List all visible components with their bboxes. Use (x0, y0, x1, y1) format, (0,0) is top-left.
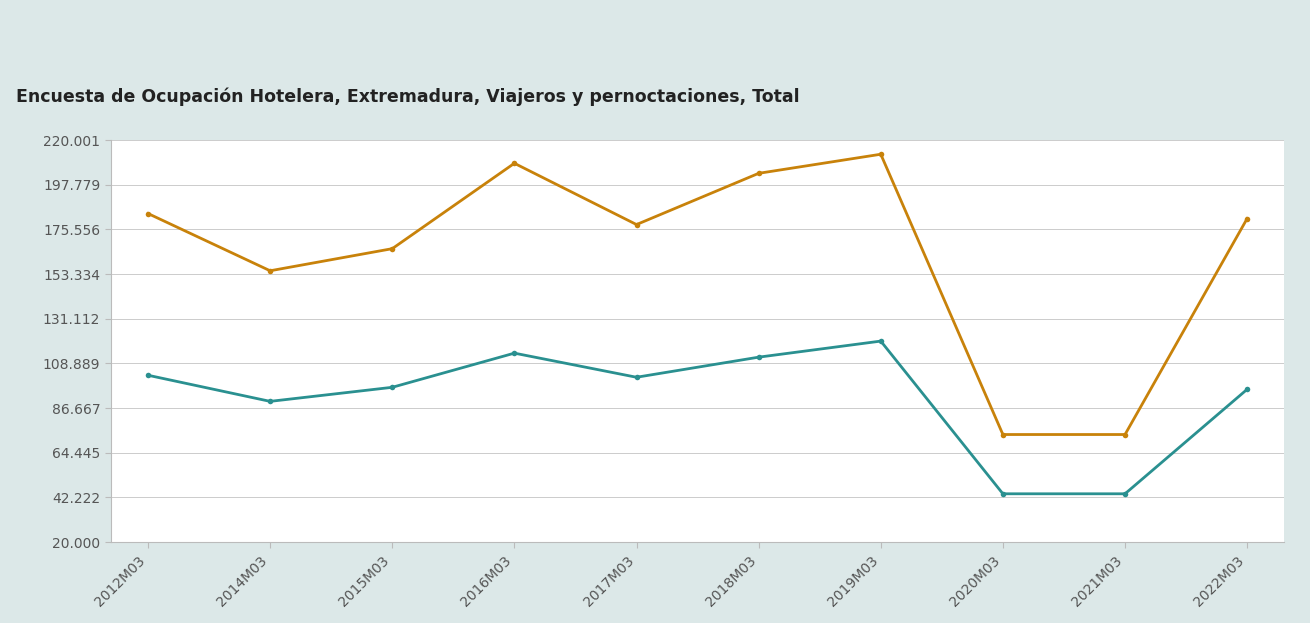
Text: Encuesta de Ocupación Hotelera, Extremadura, Viajeros y pernoctaciones, Total: Encuesta de Ocupación Hotelera, Extremad… (16, 88, 799, 107)
